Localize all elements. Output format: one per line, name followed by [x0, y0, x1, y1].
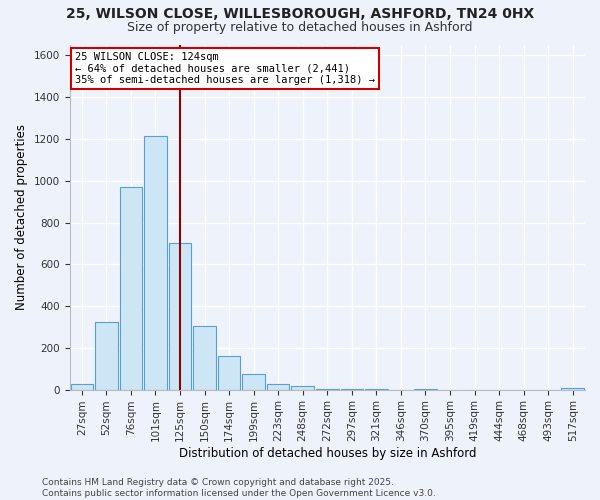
Bar [218, 356, 241, 390]
Text: Contains HM Land Registry data © Crown copyright and database right 2025.
Contai: Contains HM Land Registry data © Crown c… [42, 478, 436, 498]
Y-axis label: Number of detached properties: Number of detached properties [15, 124, 28, 310]
Bar [193, 326, 216, 390]
Text: 25, WILSON CLOSE, WILLESBOROUGH, ASHFORD, TN24 0HX: 25, WILSON CLOSE, WILLESBOROUGH, ASHFORD… [66, 8, 534, 22]
X-axis label: Distribution of detached houses by size in Ashford: Distribution of detached houses by size … [179, 447, 476, 460]
Bar [562, 388, 584, 390]
Bar [169, 244, 191, 390]
Bar [71, 384, 93, 390]
Bar [119, 187, 142, 390]
Bar [316, 388, 338, 390]
Bar [95, 322, 118, 390]
Bar [144, 136, 167, 390]
Bar [242, 374, 265, 390]
Text: Size of property relative to detached houses in Ashford: Size of property relative to detached ho… [127, 21, 473, 34]
Bar [267, 384, 289, 390]
Bar [292, 386, 314, 390]
Text: 25 WILSON CLOSE: 124sqm
← 64% of detached houses are smaller (2,441)
35% of semi: 25 WILSON CLOSE: 124sqm ← 64% of detache… [74, 52, 374, 85]
